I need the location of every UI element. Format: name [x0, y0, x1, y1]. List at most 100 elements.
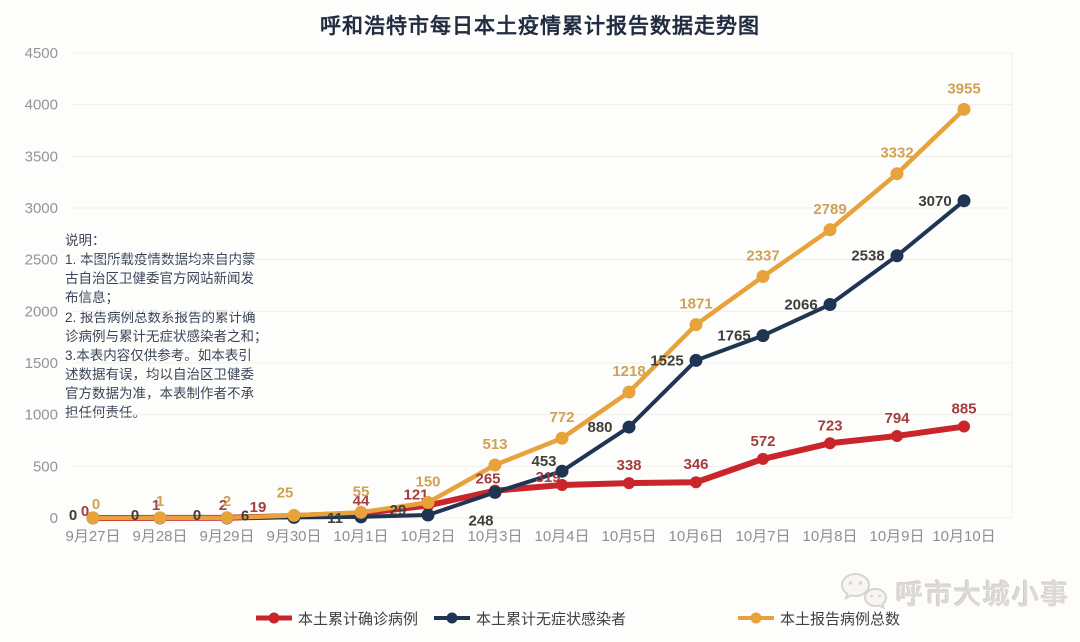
data-label: 6 — [241, 507, 249, 524]
data-label: 3955 — [947, 80, 980, 97]
legend-label-confirmed: 本土累计确诊病例 — [298, 610, 419, 628]
data-label: 3332 — [880, 145, 913, 162]
x-axis-tick-label: 10月7日 — [735, 528, 790, 545]
data-point — [488, 458, 502, 472]
series-line-2 — [90, 107, 967, 521]
data-point — [890, 167, 904, 181]
y-axis-tick-label: 1000 — [25, 407, 58, 424]
data-label: 11 — [327, 510, 343, 527]
chart-title: 呼和浩特市每日本土疫情累计报告数据走势图 — [320, 15, 760, 38]
y-axis-tick-label: 0 — [50, 510, 58, 527]
data-label: 2066 — [784, 297, 817, 314]
data-label: 885 — [951, 401, 976, 418]
legend: 本土累计确诊病例 本土累计无症状感染者 本土报告病例总数 — [0, 606, 1080, 630]
data-point — [153, 511, 167, 525]
data-point — [957, 194, 971, 208]
data-point — [622, 420, 636, 434]
data-label: 0 — [81, 503, 89, 520]
data-label: 346 — [683, 456, 708, 473]
data-label: 453 — [531, 453, 556, 470]
y-axis-tick-label: 1500 — [25, 355, 58, 372]
data-label: 2 — [219, 497, 227, 514]
data-label: 723 — [817, 417, 842, 434]
data-point — [622, 385, 636, 399]
data-point — [421, 508, 435, 522]
data-point — [220, 511, 234, 525]
data-point — [555, 431, 569, 445]
data-label: 880 — [587, 419, 612, 436]
data-point — [354, 505, 368, 519]
data-label: 2538 — [851, 248, 884, 265]
notes-text: 说明： 1. 本图所载疫情数据均来自内蒙 古自治区卫健委官方网站新闻发 布信息；… — [65, 233, 268, 421]
data-label: 121 — [403, 486, 428, 503]
data-label: 772 — [549, 409, 574, 426]
data-label: 55 — [353, 483, 370, 500]
data-label: 248 — [468, 512, 493, 529]
data-label: 1765 — [717, 328, 750, 345]
data-point — [891, 429, 903, 442]
data-point — [556, 479, 568, 492]
asymptomatic-line-marker-icon — [434, 612, 470, 624]
data-point — [287, 508, 301, 522]
data-point — [689, 318, 703, 332]
data-label: 1 — [156, 493, 164, 510]
data-label: 150 — [415, 474, 440, 491]
data-point — [623, 477, 635, 490]
legend-label-asymptomatic: 本土累计无症状感染者 — [476, 610, 627, 628]
x-axis-tick-label: 9月28日 — [132, 528, 187, 545]
data-label: 2337 — [746, 248, 779, 265]
data-label: 0 — [131, 507, 139, 524]
x-axis-tick-label: 10月10日 — [932, 528, 995, 545]
data-label: 572 — [750, 433, 775, 450]
x-axis-tick-label: 9月30日 — [266, 528, 321, 545]
confirmed-line-marker-icon — [256, 612, 292, 624]
legend-label-total: 本土报告病例总数 — [780, 610, 901, 628]
data-point — [756, 329, 770, 343]
y-axis-tick-label: 500 — [33, 458, 58, 475]
data-label: 1871 — [679, 296, 712, 313]
data-point — [421, 496, 435, 509]
data-label: 0 — [69, 507, 77, 524]
data-label: 2 — [223, 493, 231, 510]
data-label: 3070 — [918, 193, 951, 210]
data-label: 1 — [152, 497, 160, 514]
data-point — [756, 270, 770, 284]
data-point — [86, 511, 100, 525]
x-axis-tick-label: 10月2日 — [400, 528, 455, 545]
y-axis-tick-label: 4500 — [25, 45, 58, 62]
data-label: 29 — [390, 502, 407, 519]
y-axis-tick-label: 2000 — [25, 303, 58, 320]
data-label: 1218 — [612, 363, 645, 380]
legend-item-total: 本土报告病例总数 — [737, 606, 900, 630]
legend-item-confirmed: 本土累计确诊病例 — [255, 606, 418, 630]
total-line-marker-icon — [738, 612, 774, 624]
data-label: 0 — [193, 507, 201, 524]
x-axis-tick-label: 10月8日 — [802, 528, 857, 545]
x-axis-tick-label: 9月27日 — [65, 528, 120, 545]
data-point — [690, 476, 702, 489]
y-axis-tick-label: 2500 — [25, 252, 58, 269]
data-label: 19 — [250, 499, 267, 516]
x-axis-tick-label: 10月4日 — [534, 528, 589, 545]
x-axis-tick-label: 10月3日 — [467, 528, 522, 545]
data-label: 0 — [92, 496, 100, 513]
data-label: 794 — [884, 410, 910, 427]
data-label: 265 — [475, 471, 500, 488]
x-axis-tick-label: 10月5日 — [601, 528, 656, 545]
data-point — [823, 298, 837, 312]
y-axis-tick-label: 3500 — [25, 148, 58, 165]
x-axis-tick-label: 10月1日 — [333, 528, 388, 545]
data-label: 319 — [535, 469, 560, 486]
x-axis-tick-label: 10月6日 — [668, 528, 723, 545]
data-point — [957, 102, 971, 116]
data-point — [958, 420, 970, 433]
data-point — [757, 452, 769, 465]
data-label: 338 — [616, 457, 641, 474]
data-label: 2789 — [813, 201, 846, 218]
data-label: 1525 — [650, 352, 683, 369]
data-point — [890, 249, 904, 263]
x-axis-tick-label: 9月29日 — [199, 528, 254, 545]
data-point — [823, 223, 837, 237]
